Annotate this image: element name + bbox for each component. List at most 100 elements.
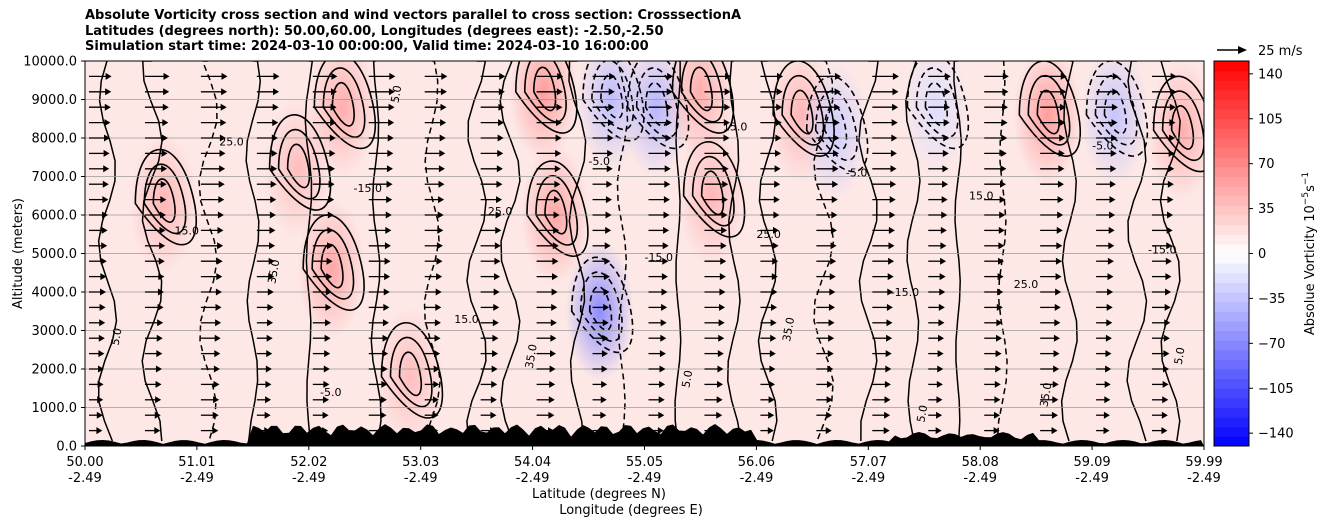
wind-vector-head: [1163, 334, 1170, 342]
wind-vector-head: [492, 319, 499, 327]
wind-vector-head: [826, 396, 833, 404]
wind-vector-head: [767, 427, 774, 435]
wind-vector-head: [437, 226, 444, 234]
wind-vector-head: [888, 226, 895, 234]
wind-vector-head: [832, 165, 839, 173]
wind-vector-head: [217, 242, 224, 250]
wind-vector-head: [665, 134, 672, 142]
wind-vector-head: [941, 196, 948, 204]
wind-vector-head: [1108, 242, 1115, 250]
contour-line: [616, 61, 629, 442]
wind-vector-head: [1109, 196, 1116, 204]
colorbar-band: [1214, 417, 1249, 428]
wind-vector-head: [1000, 180, 1006, 188]
contour-line: [996, 61, 1008, 442]
wind-vector-head: [213, 365, 220, 373]
wind-vector-head: [1001, 119, 1008, 127]
contour-line: [1018, 61, 1082, 157]
wind-vector-head: [101, 242, 108, 250]
contour-line: [331, 81, 355, 127]
wind-vector-head: [1053, 365, 1060, 373]
x-tick-label-lat: 52.02: [290, 455, 327, 470]
wind-vector-head: [885, 350, 892, 358]
colorbar-band: [1214, 292, 1249, 303]
wind-vector-head: [494, 242, 501, 250]
wind-vector-head: [497, 149, 504, 157]
wind-vector-head: [105, 88, 112, 96]
contour-line: [423, 61, 441, 442]
contour-line: [1027, 74, 1071, 146]
wind-vector-head: [267, 288, 274, 296]
wind-vector-head: [775, 134, 782, 142]
wind-vector-head: [768, 411, 775, 419]
colorbar-label: Absolue Vorticity 10−5s−1: [1301, 172, 1318, 335]
wind-vector-head: [441, 72, 448, 80]
contour-label: 25.0: [488, 205, 512, 218]
colorbar-band: [1214, 176, 1249, 187]
wind-vector-head: [606, 180, 613, 188]
wind-vector-head: [556, 88, 563, 96]
wind-vector-head: [1002, 103, 1008, 111]
wind-vector-head: [719, 288, 726, 296]
contour-line: [671, 61, 735, 134]
wind-vector-head: [220, 103, 227, 111]
wind-vector-head: [831, 211, 838, 219]
wind-vector-head: [382, 334, 389, 342]
wind-vector-head: [938, 334, 945, 342]
wind-vector-head: [1164, 303, 1171, 311]
wind-vector-head: [942, 149, 949, 157]
wind-vector-head: [717, 350, 724, 358]
contour-label: -5.0: [320, 386, 341, 399]
wind-vector-head: [552, 257, 559, 265]
wind-vector-head: [603, 303, 610, 311]
wind-vector-head: [825, 427, 832, 435]
wind-vector-head: [603, 273, 610, 281]
wind-vector-head: [771, 303, 777, 311]
wind-vector-head: [828, 303, 835, 311]
wind-vector-head: [884, 396, 891, 404]
wind-vector-head: [942, 165, 949, 173]
wind-vector-head: [720, 257, 727, 265]
wind-vector-head: [435, 288, 442, 296]
contour-line: [1103, 89, 1128, 135]
contour-line: [523, 61, 567, 123]
wind-vector-head: [555, 149, 562, 157]
wind-vector-head: [769, 365, 776, 373]
wind-vector-head: [663, 211, 670, 219]
wind-vector-head: [556, 103, 563, 111]
wind-vector-head: [721, 211, 728, 219]
wind-vector-head: [553, 211, 560, 219]
wind-vector-head: [998, 242, 1005, 250]
contour-label: -5.0: [1092, 140, 1113, 153]
colorbar-band: [1214, 272, 1249, 283]
colorbar-tick-label: 0: [1258, 247, 1266, 262]
wind-vector-head: [997, 273, 1004, 281]
wind-vector-head: [776, 103, 783, 111]
wind-vector-head: [607, 119, 614, 127]
wind-vector-head: [994, 396, 1001, 404]
contour-label: 5.0: [109, 327, 125, 346]
wind-vector-head: [220, 119, 227, 127]
wind-vector-head: [941, 211, 948, 219]
wind-vector-head: [1110, 165, 1117, 173]
wind-vector-head: [104, 103, 111, 111]
contour-line: [588, 285, 613, 331]
wind-vector-head: [217, 211, 224, 219]
wind-vector-head: [1170, 88, 1177, 96]
wind-vector-head: [1052, 380, 1059, 388]
wind-vector-head: [1051, 411, 1058, 419]
wind-vector-head: [605, 196, 612, 204]
x-tick-label-lon: -2.49: [180, 471, 214, 486]
colorbar-band: [1214, 243, 1249, 254]
wind-vector-head: [213, 380, 220, 388]
wind-vector-head: [156, 350, 163, 358]
wind-vector-head: [998, 257, 1004, 265]
wind-vector-head: [549, 365, 556, 373]
wind-vector-head: [771, 288, 778, 296]
contour-line: [689, 66, 713, 112]
wind-vector-head: [601, 380, 608, 388]
wind-vector-head: [438, 180, 445, 188]
wind-vector-head: [888, 242, 895, 250]
wind-vector-head: [440, 103, 447, 111]
wind-vector-head: [608, 88, 615, 96]
